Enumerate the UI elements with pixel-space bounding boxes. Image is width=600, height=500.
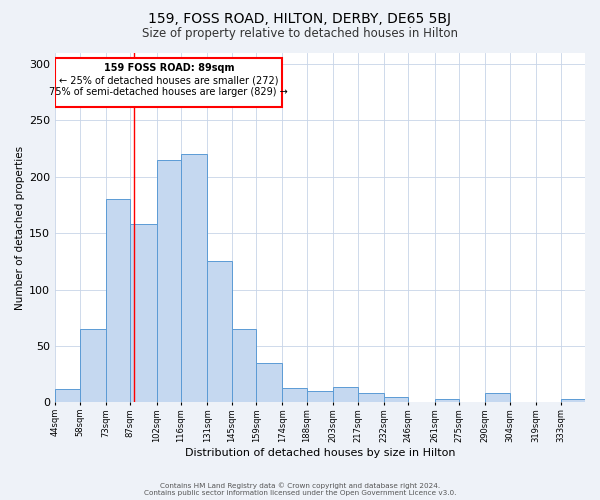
- Bar: [434, 399, 459, 402]
- Bar: [80, 329, 106, 402]
- Bar: [256, 363, 283, 403]
- Text: ← 25% of detached houses are smaller (272): ← 25% of detached houses are smaller (27…: [59, 75, 278, 85]
- Bar: [283, 388, 307, 402]
- Y-axis label: Number of detached properties: Number of detached properties: [15, 146, 25, 310]
- Text: Size of property relative to detached houses in Hilton: Size of property relative to detached ho…: [142, 28, 458, 40]
- Bar: [333, 386, 358, 402]
- Text: 159, FOSS ROAD, HILTON, DERBY, DE65 5BJ: 159, FOSS ROAD, HILTON, DERBY, DE65 5BJ: [149, 12, 452, 26]
- Bar: [55, 58, 283, 106]
- Bar: [384, 396, 409, 402]
- Text: Contains HM Land Registry data © Crown copyright and database right 2024.: Contains HM Land Registry data © Crown c…: [160, 482, 440, 489]
- Text: Contains public sector information licensed under the Open Government Licence v3: Contains public sector information licen…: [144, 490, 456, 496]
- Bar: [181, 154, 207, 402]
- Bar: [485, 394, 510, 402]
- Bar: [358, 394, 384, 402]
- Bar: [232, 329, 256, 402]
- Bar: [560, 399, 585, 402]
- Bar: [55, 389, 80, 402]
- X-axis label: Distribution of detached houses by size in Hilton: Distribution of detached houses by size …: [185, 448, 455, 458]
- Bar: [307, 391, 333, 402]
- Bar: [157, 160, 181, 402]
- Bar: [207, 262, 232, 402]
- Text: 75% of semi-detached houses are larger (829) →: 75% of semi-detached houses are larger (…: [49, 88, 288, 98]
- Bar: [130, 224, 157, 402]
- Bar: [106, 199, 130, 402]
- Text: 159 FOSS ROAD: 89sqm: 159 FOSS ROAD: 89sqm: [104, 62, 234, 72]
